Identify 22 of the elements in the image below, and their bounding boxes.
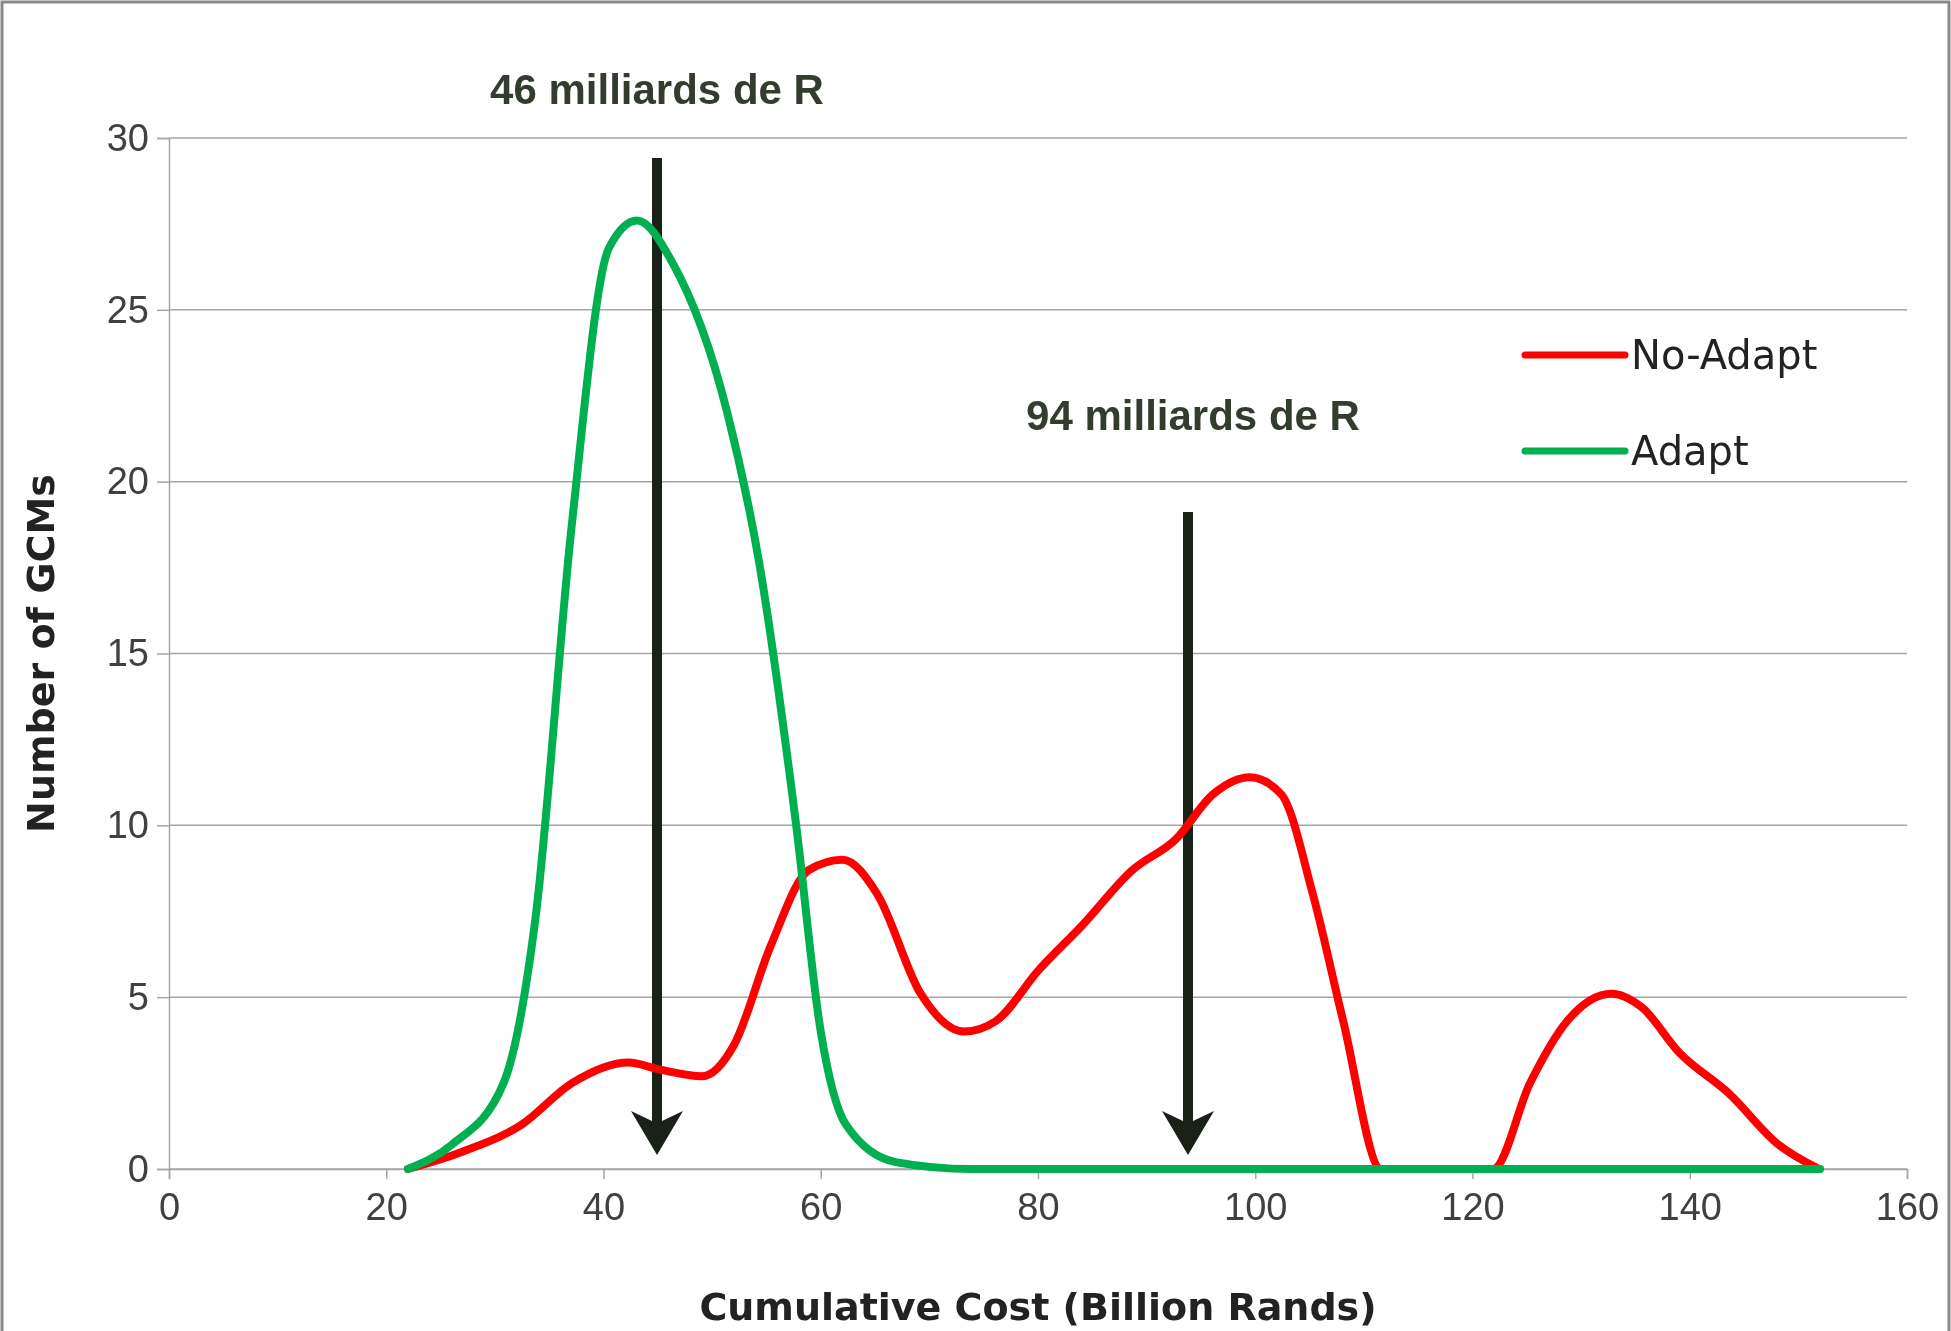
x-tick-label: 100	[1224, 1185, 1288, 1228]
x-axis-title: Cumulative Cost (Billion Rands)	[699, 1285, 1377, 1329]
y-tick-label: 30	[106, 116, 149, 159]
x-tick-label: 80	[1017, 1185, 1060, 1228]
y-tick-label: 5	[127, 975, 149, 1018]
x-tick-label: 60	[800, 1185, 843, 1228]
y-tick-label: 10	[106, 803, 149, 846]
annotation: 94 milliards de R	[1026, 392, 1360, 439]
y-tick-label: 25	[106, 288, 149, 331]
text: 46 milliards de R	[490, 66, 824, 113]
y-tick-label: 15	[106, 632, 149, 675]
x-tick-label: 40	[582, 1185, 626, 1228]
y-tick-label: 20	[106, 460, 149, 503]
legend-label: Adapt	[1631, 428, 1749, 474]
x-tick-label: 140	[1658, 1185, 1722, 1228]
legend-label: No-Adapt	[1631, 332, 1818, 378]
y-tick-label: 0	[127, 1147, 149, 1190]
x-tick-label: 160	[1875, 1185, 1940, 1228]
x-tick-label: 120	[1441, 1185, 1505, 1228]
x-tick-label: 0	[158, 1185, 181, 1228]
y-axis-title: Number of GCMs	[19, 474, 63, 833]
x-tick-label: 20	[365, 1185, 408, 1228]
